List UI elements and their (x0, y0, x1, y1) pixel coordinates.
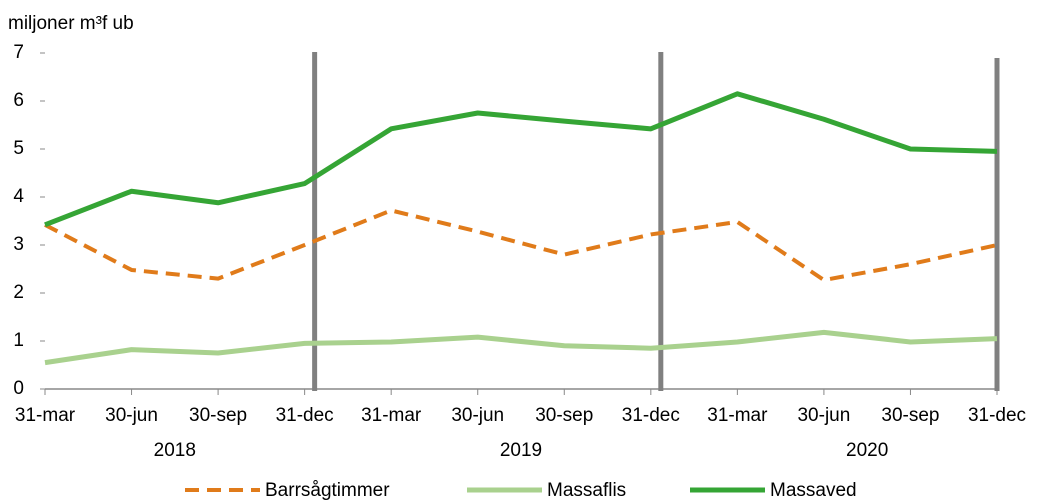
y-tick-label: 5 (13, 138, 24, 159)
x-tick-label: 31-dec (622, 405, 680, 426)
year-label: 2020 (846, 440, 888, 461)
y-tick-label: 0 (13, 378, 24, 399)
y-tick-label: 2 (13, 282, 24, 303)
series-line (44, 329, 998, 366)
x-tick-label: 31-mar (15, 405, 76, 426)
y-tick-label: 4 (13, 186, 24, 207)
series-line (44, 91, 998, 228)
legend-label: Massaved (770, 480, 857, 501)
x-tick-label: 30-sep (189, 405, 247, 426)
legend-label: Massaflis (547, 480, 626, 501)
x-tick-label: 31-mar (361, 405, 422, 426)
x-tick-label: 30-jun (105, 405, 158, 426)
series-line (44, 208, 998, 283)
year-label: 2018 (154, 440, 196, 461)
x-tick-label: 31-mar (707, 405, 768, 426)
x-tick-label: 30-jun (451, 405, 504, 426)
x-tick-label: 31-dec (276, 405, 334, 426)
x-tick-label: 30-jun (797, 405, 850, 426)
legend-label: Barrsågtimmer (265, 480, 390, 501)
y-tick-label: 7 (13, 42, 24, 63)
x-tick-label: 30-sep (535, 405, 593, 426)
y-axis-label: miljoner m³f ub (8, 13, 134, 34)
x-tick-label: 31-dec (968, 405, 1026, 426)
y-tick-label: 6 (13, 90, 24, 111)
x-tick-label: 30-sep (881, 405, 939, 426)
year-label: 2019 (500, 440, 542, 461)
y-tick-label: 1 (13, 330, 24, 351)
y-tick-label: 3 (13, 234, 24, 255)
